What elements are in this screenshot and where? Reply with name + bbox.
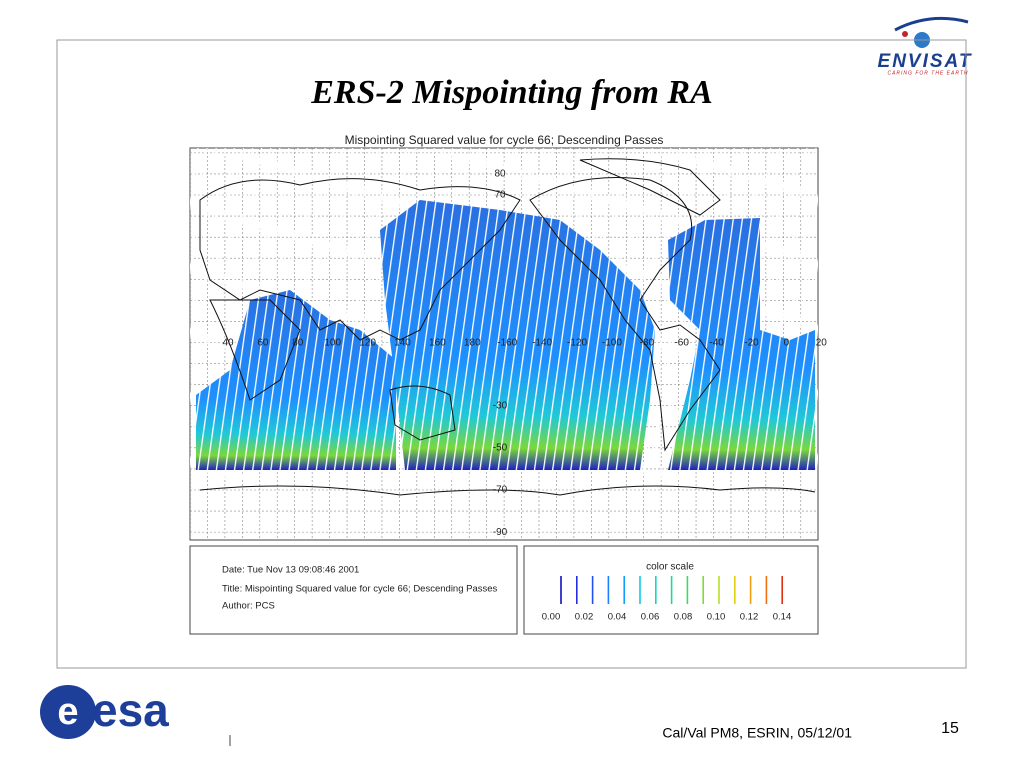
- lon-labels: 40 60 80 100 120 140 160 180 -160 -140 -120 -100 -80…: [222, 338, 827, 349]
- scale-label: 0.00: [542, 612, 561, 623]
- lon-label: 0: [784, 338, 790, 349]
- scale-label: 0.04: [608, 612, 627, 623]
- lon-label: 140: [394, 338, 411, 349]
- map-title: Mispointing Squared value for cycle 66; …: [345, 133, 664, 147]
- coast-australia: [389, 385, 456, 441]
- swath-gaps: [190, 148, 818, 478]
- info-title: Title: Mispointing Squared value for cyc…: [222, 584, 498, 595]
- lon-label: -20: [744, 338, 759, 349]
- scale-label: 0.02: [575, 612, 594, 623]
- lat-label: -30: [493, 400, 508, 411]
- esa-logo-e: e: [57, 691, 78, 733]
- lon-label: -80: [640, 338, 655, 349]
- lon-label: 120: [359, 338, 376, 349]
- content-frame: [56, 39, 967, 669]
- coast-africa: [209, 299, 301, 401]
- lon-label: 60: [257, 338, 269, 349]
- logo-tagline: CARING FOR THE EARTH: [887, 70, 968, 76]
- info-author: Author: PCS: [222, 601, 275, 612]
- lon-label: 40: [222, 338, 234, 349]
- slide-title: ERS-2 Mispointing from RA: [310, 74, 713, 111]
- coastlines: [199, 158, 816, 496]
- lat-labels: 80 70 -30 -50 -70 -90: [493, 169, 508, 538]
- scale-label: 0.12: [740, 612, 759, 623]
- coast-americas: [529, 177, 721, 452]
- lon-label: 20: [816, 338, 828, 349]
- lat-label: 80: [494, 169, 506, 180]
- scale-label: 0.10: [707, 612, 726, 623]
- lon-label: 80: [292, 338, 304, 349]
- scale-label: 0.06: [641, 612, 660, 623]
- info-date: Date: Tue Nov 13 09:08:46 2001: [222, 565, 359, 576]
- logo-name: ENVISAT: [878, 51, 973, 72]
- esa-logo-circle: [40, 685, 96, 739]
- color-scale-title: color scale: [646, 562, 694, 573]
- color-scale-labels: 0.00 0.02 0.04 0.06 0.08 0.10 0.12 0.14: [542, 612, 792, 623]
- swaths: [190, 148, 818, 478]
- lon-label: -120: [567, 338, 587, 349]
- coast-greenland: [579, 158, 721, 216]
- footer-text: Cal/Val PM8, ESRIN, 05/12/01: [662, 725, 852, 741]
- page-number: 15: [941, 720, 959, 737]
- coast-antarctica: [199, 485, 816, 496]
- envisat-logo: ENVISAT CARING FOR THE EARTH: [878, 16, 973, 76]
- lat-label: -70: [493, 485, 508, 496]
- scale-label: 0.08: [674, 612, 693, 623]
- lon-label: -100: [602, 338, 622, 349]
- logo-arc: [894, 16, 969, 32]
- lat-label: -50: [493, 442, 508, 453]
- color-scale-bars: [560, 576, 784, 604]
- esa-logo: e esa: [40, 684, 169, 739]
- lon-label: -60: [674, 338, 689, 349]
- coast-eurasia: [199, 178, 521, 341]
- lon-label: -140: [532, 338, 552, 349]
- lon-label: 100: [324, 338, 341, 349]
- lon-label: -40: [709, 338, 724, 349]
- lon-label: 180: [464, 338, 481, 349]
- esa-logo-text: esa: [92, 684, 169, 736]
- info-box: [189, 545, 518, 635]
- scale-label: 0.14: [773, 612, 792, 623]
- lat-label: 70: [494, 190, 506, 201]
- lat-label: -90: [493, 527, 508, 538]
- lon-label: 160: [429, 338, 446, 349]
- logo-dot: [902, 31, 908, 37]
- lon-label: -160: [497, 338, 517, 349]
